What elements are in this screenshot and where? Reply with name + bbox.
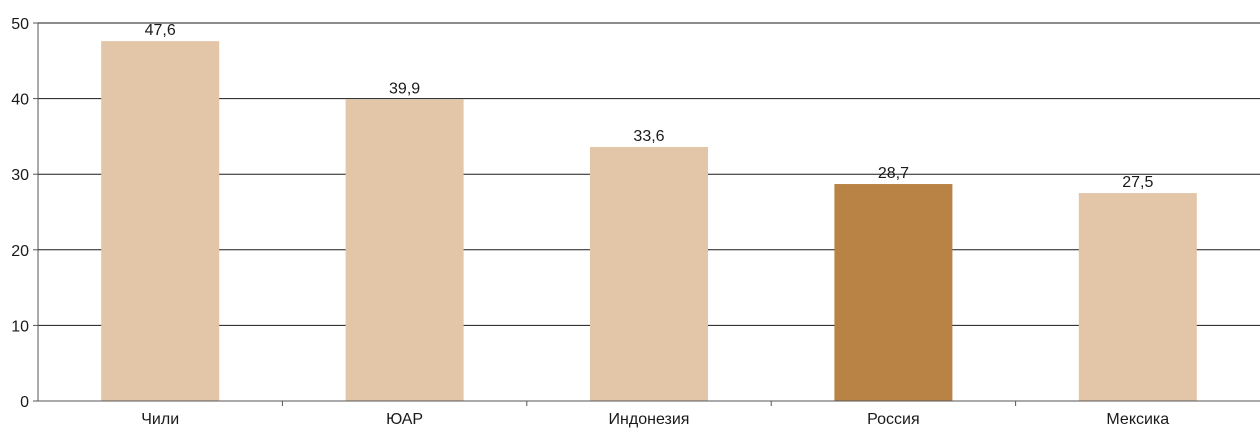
data-label: 33,6	[633, 128, 664, 145]
y-tick-label: 20	[11, 243, 29, 260]
data-label: 47,6	[145, 22, 176, 39]
y-tick-label: 10	[11, 318, 29, 335]
bar-0	[101, 41, 220, 401]
bar-3	[834, 184, 953, 401]
data-label: 28,7	[878, 165, 909, 182]
x-tick-label: Россия	[867, 411, 919, 428]
data-label: 39,9	[389, 80, 420, 97]
y-tick-label: 40	[11, 92, 29, 109]
x-tick-label: Индонезия	[609, 411, 690, 428]
x-tick-label: Чили	[141, 411, 179, 428]
bar-2	[590, 146, 708, 401]
x-tick-label: Мексика	[1106, 411, 1169, 428]
x-tick-label: ЮАР	[386, 411, 423, 428]
bar-1	[345, 99, 464, 401]
data-label: 27,5	[1122, 174, 1153, 191]
axes	[33, 22, 1260, 406]
y-tick-label: 0	[20, 394, 29, 411]
bar-4	[1078, 193, 1197, 401]
y-tick-label: 50	[11, 16, 29, 33]
bars	[101, 41, 1197, 401]
y-tick-label: 30	[11, 167, 29, 184]
labels: 0 10 20 30 40 50 47,6 Чили 39,9 ЮАР 33,6 Индонезия 2…	[11, 16, 1169, 428]
